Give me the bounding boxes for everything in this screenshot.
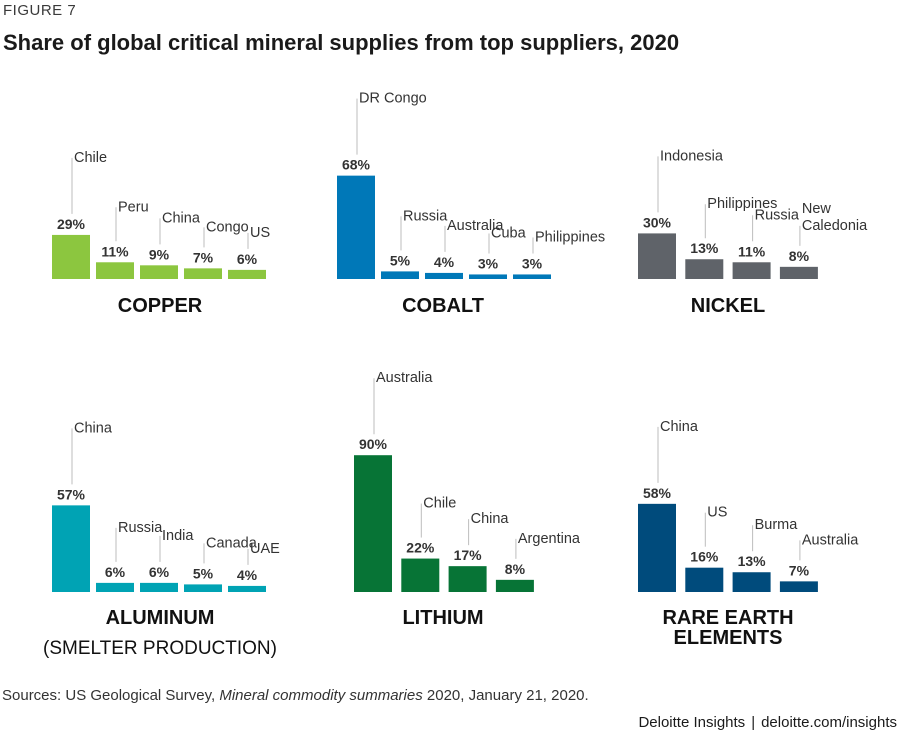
- nickel-value-label-1: 30%: [643, 214, 672, 230]
- cobalt-title: COBALT: [402, 295, 484, 317]
- cobalt-value-label-5: 3%: [522, 255, 543, 271]
- sources-suffix: 2020, January 21, 2020.: [422, 687, 589, 704]
- cobalt-bar-1: [337, 175, 375, 279]
- aluminum-bar-4: [184, 584, 222, 592]
- copper-value-label-3: 9%: [149, 246, 170, 262]
- cobalt-value-label-4: 3%: [478, 255, 499, 271]
- cobalt-category-label-2: Russia: [403, 208, 448, 224]
- rare-earth-elements-bar-1: [638, 503, 676, 592]
- cobalt-bar-4: [469, 274, 507, 279]
- cobalt-value-label-1: 68%: [342, 157, 371, 173]
- nickel-value-label-4: 8%: [789, 248, 810, 264]
- lithium-bar-2: [401, 558, 440, 592]
- aluminum-bar-5: [228, 585, 266, 592]
- rare-earth-elements-value-label-1: 58%: [643, 485, 672, 501]
- copper-title: COPPER: [118, 295, 203, 317]
- aluminum-bar-1: [52, 505, 90, 592]
- lithium-title: LITHIUM: [402, 607, 483, 629]
- lithium-category-label-1: Australia: [376, 370, 433, 386]
- lithium-value-label-4: 8%: [505, 561, 526, 577]
- rare-earth-elements-value-label-2: 16%: [690, 549, 719, 565]
- rare-earth-elements-category-label-4: Australia: [802, 532, 859, 548]
- sources-note: Sources: US Geological Survey, Mineral c…: [2, 687, 589, 704]
- aluminum-category-label-5: UAE: [250, 541, 280, 557]
- cobalt-value-label-3: 4%: [434, 254, 455, 270]
- lithium-bar-4: [495, 579, 534, 592]
- lithium-value-label-1: 90%: [359, 436, 388, 452]
- copper-category-label-3: China: [162, 210, 201, 226]
- aluminum-category-label-4: Canada: [206, 535, 258, 551]
- cobalt-category-label-1: DR Congo: [359, 91, 427, 107]
- copper-bar-2: [96, 262, 134, 279]
- rare-earth-elements-value-label-4: 7%: [789, 562, 810, 578]
- cobalt-category-label-3: Australia: [447, 218, 504, 234]
- copper-value-label-5: 6%: [237, 251, 258, 267]
- rare-earth-elements-bar-3: [732, 572, 771, 592]
- lithium-category-label-2: Chile: [423, 496, 456, 512]
- nickel-title: NICKEL: [691, 295, 765, 317]
- copper-category-label-2: Peru: [118, 199, 149, 215]
- rare-earth-elements-title: RARE EARTH ELEMENTS: [662, 607, 793, 649]
- nickel-value-label-2: 13%: [690, 240, 719, 256]
- cobalt-bar-2: [381, 271, 419, 279]
- aluminum-bar-3: [140, 582, 178, 592]
- copper-bar-1: [52, 234, 90, 279]
- brand-link[interactable]: deloitte.com/insights: [761, 714, 897, 731]
- rare-earth-elements-bar-4: [779, 581, 818, 592]
- nickel-category-label-3: Russia: [755, 207, 800, 223]
- branding: Deloitte Insights | deloitte.com/insights: [638, 714, 897, 731]
- aluminum-title: ALUMINUM: [106, 607, 215, 629]
- sources-publication: Mineral commodity summaries: [219, 687, 423, 704]
- lithium-bar-1: [354, 455, 392, 592]
- lithium-category-label-4: Argentina: [518, 531, 581, 547]
- rare-earth-elements-bar-2: [685, 567, 724, 592]
- copper-bar-3: [140, 265, 178, 279]
- brand-name: Deloitte Insights: [638, 714, 746, 731]
- sources-prefix: Sources: US Geological Survey,: [2, 687, 220, 704]
- copper-category-label-1: Chile: [74, 150, 107, 166]
- nickel-bar-2: [685, 259, 724, 279]
- nickel-value-label-3: 11%: [738, 243, 766, 259]
- cobalt-category-label-5: Philippines: [535, 229, 605, 245]
- lithium-category-label-3: China: [471, 511, 510, 527]
- rare-earth-elements-value-label-3: 13%: [738, 553, 767, 569]
- cobalt-value-label-2: 5%: [390, 252, 411, 268]
- rare-earth-elements-category-label-3: Burma: [755, 517, 799, 533]
- chart-title: Share of global critical mineral supplie…: [3, 30, 680, 55]
- lithium-bar-3: [448, 566, 487, 592]
- rare-earth-elements-category-label-1: China: [660, 419, 699, 435]
- copper-category-label-4: Congo: [206, 219, 249, 235]
- aluminum-value-label-5: 4%: [237, 567, 258, 583]
- lithium-value-label-2: 22%: [406, 540, 435, 556]
- copper-bar-4: [184, 268, 222, 279]
- copper-value-label-4: 7%: [193, 249, 214, 265]
- aluminum-category-label-1: China: [74, 420, 113, 436]
- cobalt-bar-5: [513, 274, 551, 279]
- aluminum-category-label-3: India: [162, 528, 194, 544]
- copper-category-label-5: US: [250, 225, 270, 241]
- lithium-value-label-3: 17%: [454, 547, 483, 563]
- aluminum-bar-2: [96, 582, 134, 592]
- rare-earth-elements-category-label-2: US: [707, 505, 727, 521]
- copper-value-label-1: 29%: [57, 216, 86, 232]
- aluminum-value-label-4: 5%: [193, 565, 214, 581]
- copper-bar-5: [228, 269, 266, 279]
- nickel-bar-4: [779, 266, 818, 279]
- copper-value-label-2: 11%: [101, 243, 129, 259]
- cobalt-bar-3: [425, 272, 463, 279]
- nickel-bar-3: [732, 262, 771, 279]
- aluminum-category-label-2: Russia: [118, 520, 163, 536]
- aluminum-value-label-1: 57%: [57, 486, 86, 502]
- aluminum-value-label-3: 6%: [149, 564, 170, 580]
- nickel-category-label-1: Indonesia: [660, 148, 724, 164]
- nickel-category-label-2: Philippines: [707, 196, 777, 212]
- aluminum-subtitle: (SMELTER PRODUCTION): [43, 638, 277, 659]
- aluminum-value-label-2: 6%: [105, 564, 126, 580]
- nickel-category-label-4: New Caledonia: [802, 201, 868, 234]
- nickel-bar-1: [638, 233, 676, 279]
- brand-separator: |: [751, 714, 756, 731]
- cobalt-category-label-4: Cuba: [491, 225, 527, 241]
- figure-label: FIGURE 7: [3, 2, 77, 19]
